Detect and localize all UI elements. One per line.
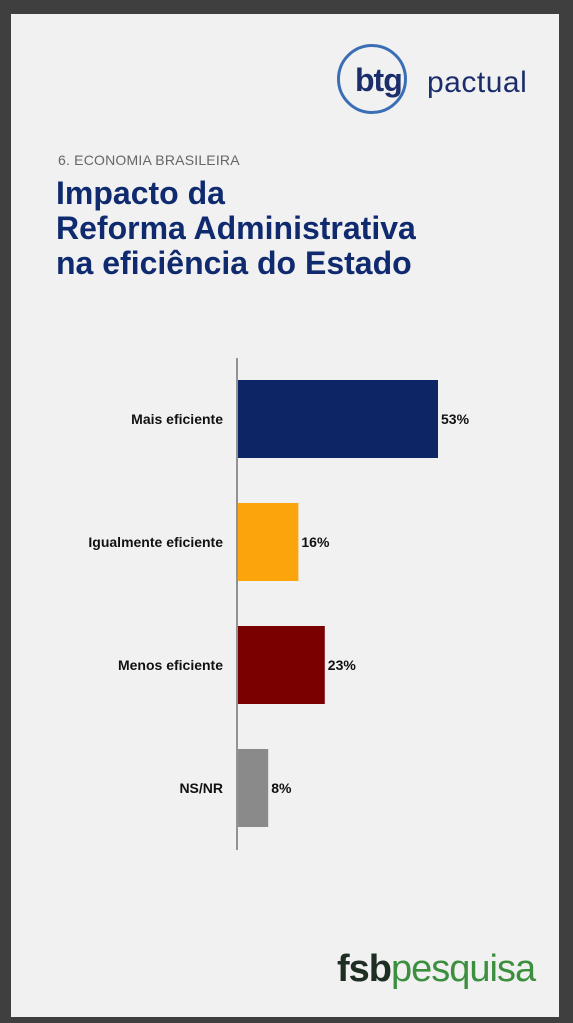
section-label: 6. ECONOMIA BRASILEIRA bbox=[58, 152, 240, 168]
category-label-1: Igualmente eficiente bbox=[88, 534, 223, 550]
value-label-1: 16% bbox=[301, 534, 330, 550]
value-label-2: 23% bbox=[328, 657, 357, 673]
bar-1 bbox=[238, 503, 299, 581]
value-label-3: 8% bbox=[271, 780, 292, 796]
category-label-3: NS/NR bbox=[179, 780, 223, 796]
title-line-2: Reforma Administrativa bbox=[56, 210, 416, 246]
logo-fsb-text: fsb bbox=[337, 948, 392, 990]
logo-ring-icon bbox=[337, 44, 407, 114]
page-title: Impacto da Reforma Administrativa na efi… bbox=[56, 176, 526, 281]
logo-btg-text: btg bbox=[355, 62, 403, 98]
title-line-3: na eficiência do Estado bbox=[56, 245, 412, 281]
bar-2 bbox=[238, 626, 325, 704]
fsb-pesquisa-logo: fsbpesquisa bbox=[337, 948, 536, 991]
logo-pesquisa-text: pesquisa bbox=[391, 948, 536, 990]
category-label-0: Mais eficiente bbox=[131, 411, 223, 427]
title-line-1: Impacto da bbox=[56, 175, 225, 211]
category-label-2: Menos eficiente bbox=[118, 657, 223, 673]
logo-pactual-text: pactual bbox=[427, 66, 528, 99]
value-label-0: 53% bbox=[441, 411, 470, 427]
bar-0 bbox=[238, 380, 438, 458]
bar-chart: Mais eficiente 53% Igualmente eficiente 16%… bbox=[88, 358, 470, 850]
bar-3 bbox=[238, 749, 269, 827]
btg-pactual-logo: btg pactual bbox=[337, 44, 537, 118]
report-page: btg pactual 6. ECONOMIA BRASILEIRA Impac… bbox=[11, 14, 559, 1017]
